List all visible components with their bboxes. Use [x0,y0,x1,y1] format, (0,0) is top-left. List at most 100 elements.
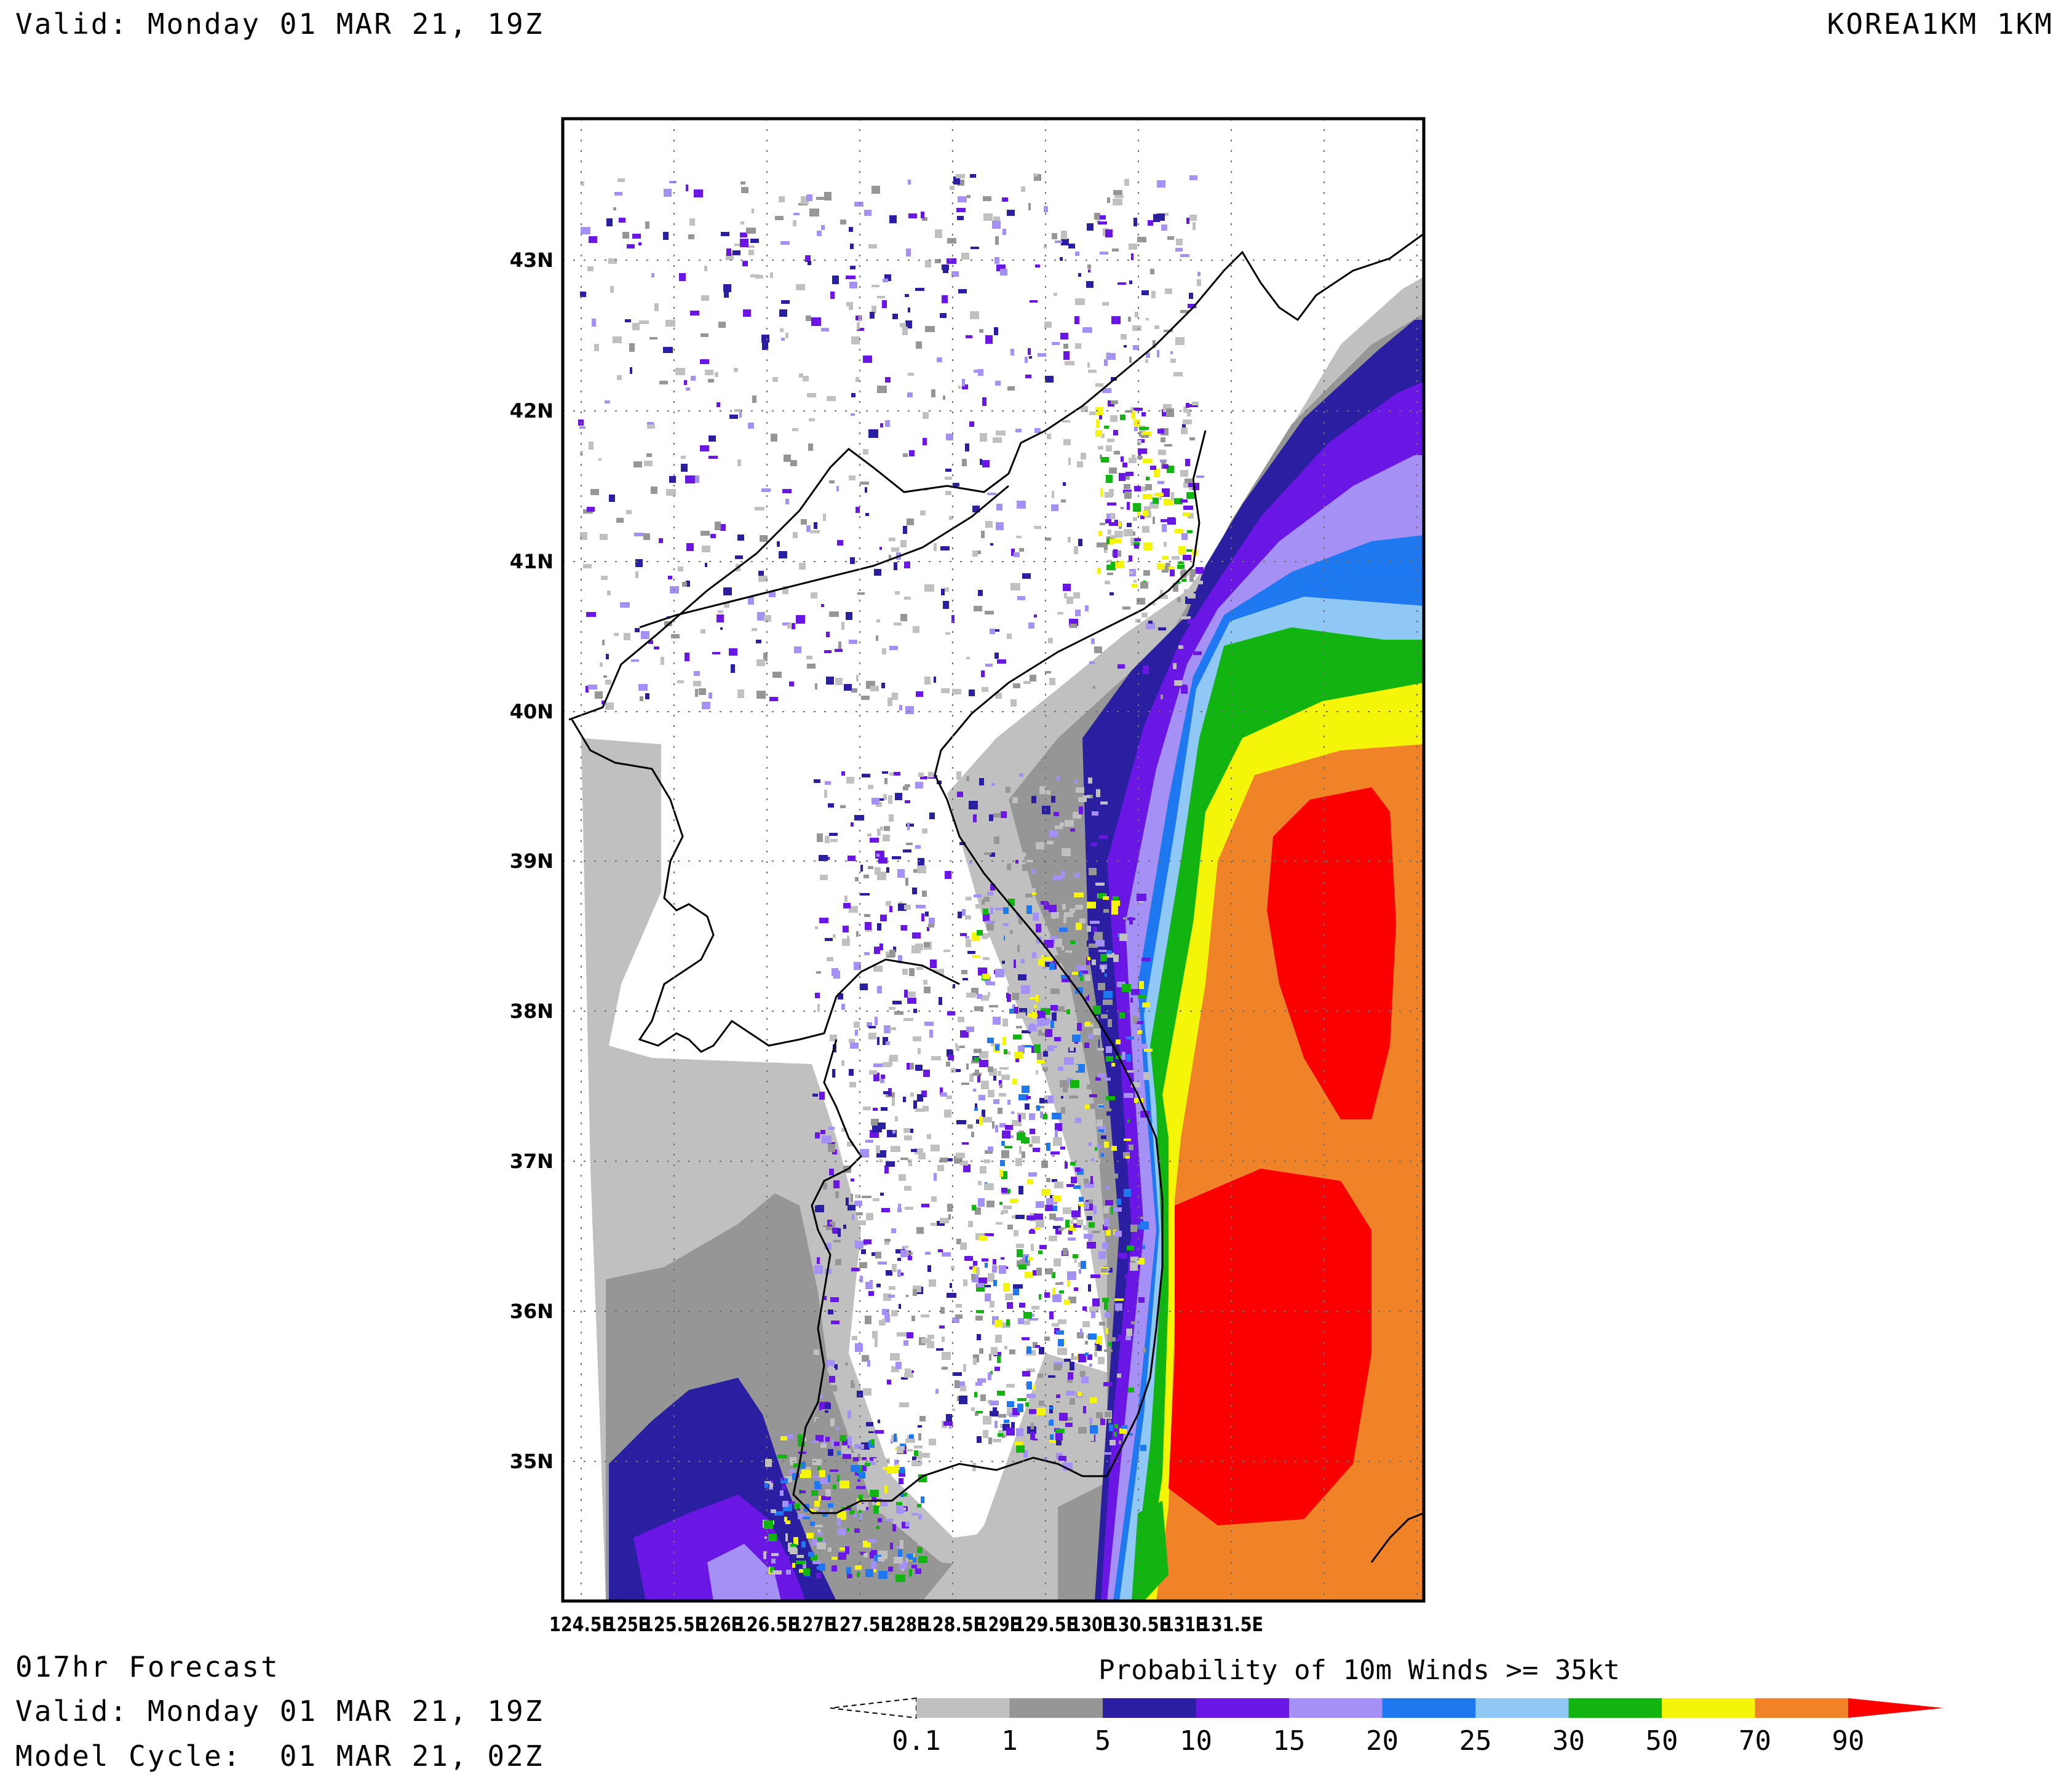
speckle-patch [1188,483,1194,487]
speckle-patch [1143,459,1152,463]
speckle-patch [910,1092,914,1097]
speckle-patch [700,359,709,364]
speckle-patch [1104,359,1108,366]
speckle-patch [1134,544,1139,549]
speckle-patch [899,1402,909,1407]
speckle-patch [1142,1003,1150,1007]
speckle-patch [1092,811,1098,816]
speckle-patch [1039,1098,1047,1103]
west-sea-lavender [707,1544,781,1601]
speckle-patch [1002,229,1006,235]
speckle-patch [647,424,655,429]
speckle-patch [884,778,887,784]
speckle-patch [1018,1265,1026,1269]
speckle-patch [798,1514,805,1519]
speckle-patch [871,1561,876,1569]
speckle-patch [1189,293,1193,299]
speckle-patch [1098,1073,1105,1078]
speckle-patch [1002,1434,1005,1438]
speckle-patch [976,1411,983,1413]
speckle-patch [1057,1348,1067,1355]
speckle-patch [1036,1220,1044,1228]
speckle-patch [895,1362,902,1369]
valid-time-footer: Valid: Monday 01 MAR 21, 19Z [15,1695,544,1728]
speckle-patch [984,852,991,855]
speckle-patch [849,1510,854,1514]
speckle-patch [836,1166,840,1172]
colorbar-tick-label: 90 [1832,1725,1865,1757]
speckle-patch [851,1194,853,1202]
speckle-patch [881,1075,885,1079]
speckle-patch [1065,1220,1070,1228]
speckle-patch [872,1126,882,1132]
speckle-patch [1046,1178,1050,1182]
speckle-patch [833,971,840,979]
speckle-patch [903,1128,910,1133]
speckle-patch [927,1341,934,1348]
speckle-patch [857,592,865,595]
speckle-patch [889,1007,895,1010]
speckle-patch [900,1250,908,1257]
speckle-patch [704,266,707,271]
speckle-patch [994,257,999,264]
speckle-patch [1122,476,1130,480]
lon-label: 129.5E [1014,1613,1078,1636]
speckle-patch [1188,304,1196,308]
speckle-patch [830,1418,835,1426]
speckle-patch [1124,529,1133,536]
speckle-patch [995,693,1002,699]
speckle-patch [1139,431,1141,437]
speckle-patch [846,1567,851,1574]
speckle-patch [1097,1159,1100,1164]
speckle-patch [1012,1215,1017,1218]
speckle-patch [1067,1271,1076,1280]
speckle-patch [608,258,617,264]
speckle-patch [771,1509,776,1513]
speckle-patch [994,1421,998,1428]
speckle-patch [1095,1077,1101,1081]
speckle-patch [1189,576,1194,582]
speckle-patch [971,247,979,249]
speckle-patch [1105,492,1113,498]
speckle-patch [678,566,683,571]
speckle-patch [601,576,608,580]
speckle-patch [868,1026,876,1028]
speckle-patch [1153,498,1159,506]
speckle-patch [837,540,843,546]
speckle-patch [1088,269,1090,272]
probability-field [581,277,1424,1601]
speckle-patch [857,1479,860,1482]
speckle-patch [774,1511,784,1516]
speckle-patch [1079,1197,1084,1202]
speckle-patch [1159,496,1162,500]
speckle-patch [1150,269,1154,274]
speckle-patch [812,1440,819,1443]
speckle-patch [1073,812,1081,819]
speckle-patch [917,1504,921,1508]
speckle-patch [1070,1162,1076,1166]
speckle-patch [1157,481,1164,484]
speckle-patch [1065,361,1074,365]
speckle-patch [845,1546,849,1554]
speckle-patch [1135,312,1138,317]
speckle-patch [763,1551,766,1559]
speckle-patch [1151,291,1156,298]
speckle-patch [911,1565,917,1568]
speckle-patch [966,335,972,338]
speckle-patch [1094,1266,1100,1272]
speckle-patch [979,1060,988,1067]
speckle-patch [1096,419,1100,428]
speckle-patch [913,626,919,633]
speckle-patch [1103,1206,1109,1214]
speckle-patch [829,1376,835,1383]
speckle-patch [1005,1293,1013,1300]
speckle-patch [915,782,923,789]
speckle-patch [1105,1313,1110,1317]
speckle-patch [1055,240,1062,243]
speckle-patch [978,590,983,596]
speckle-patch [900,1444,906,1446]
speckle-patch [1080,971,1088,974]
speckle-patch [1106,950,1112,954]
speckle-patch [1017,1249,1023,1257]
speckle-patch [825,836,830,843]
